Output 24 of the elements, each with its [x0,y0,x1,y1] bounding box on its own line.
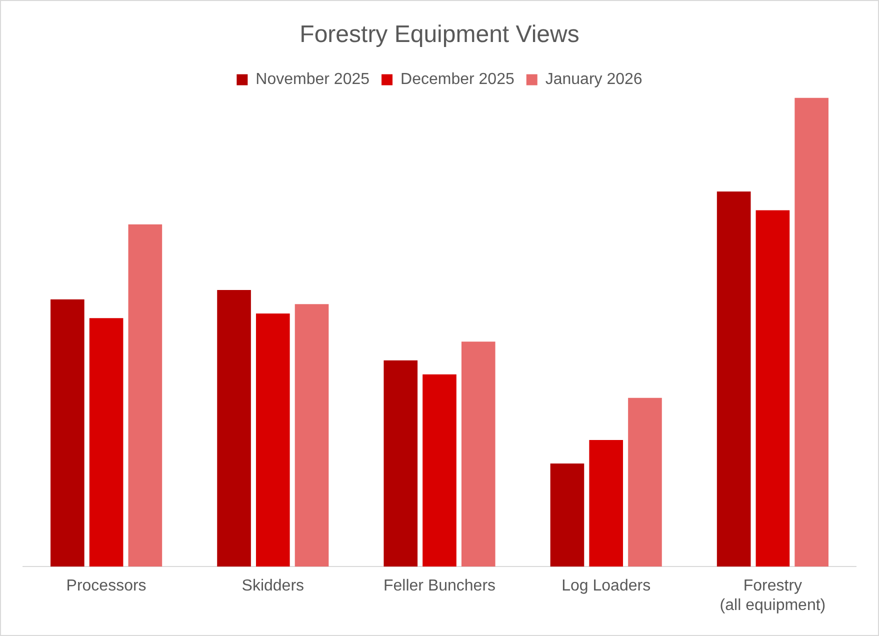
legend-label: November 2025 [256,71,370,88]
bar [128,224,162,567]
x-tick-label: Feller Bunchers [383,578,496,595]
bar [422,374,456,567]
bar [628,398,662,567]
bar [384,360,418,567]
x-tick-label: Skidders [242,578,304,595]
legend-label: December 2025 [400,71,514,88]
bar [89,318,124,567]
bar [716,192,751,567]
bar [256,313,290,567]
bar [217,290,251,567]
x-tick-label: Processors [66,578,146,595]
bar [756,210,790,567]
bar [50,299,84,567]
bar [589,440,624,567]
legend-label: January 2026 [545,71,642,88]
x-tick-label: Log Loaders [562,578,651,595]
bar [550,463,584,567]
x-tick-label: Forestry (all equipment) [720,578,826,614]
chart-title: Forestry Equipment Views [300,21,580,48]
bar [794,98,828,567]
bar [461,342,496,567]
bar [294,304,329,567]
